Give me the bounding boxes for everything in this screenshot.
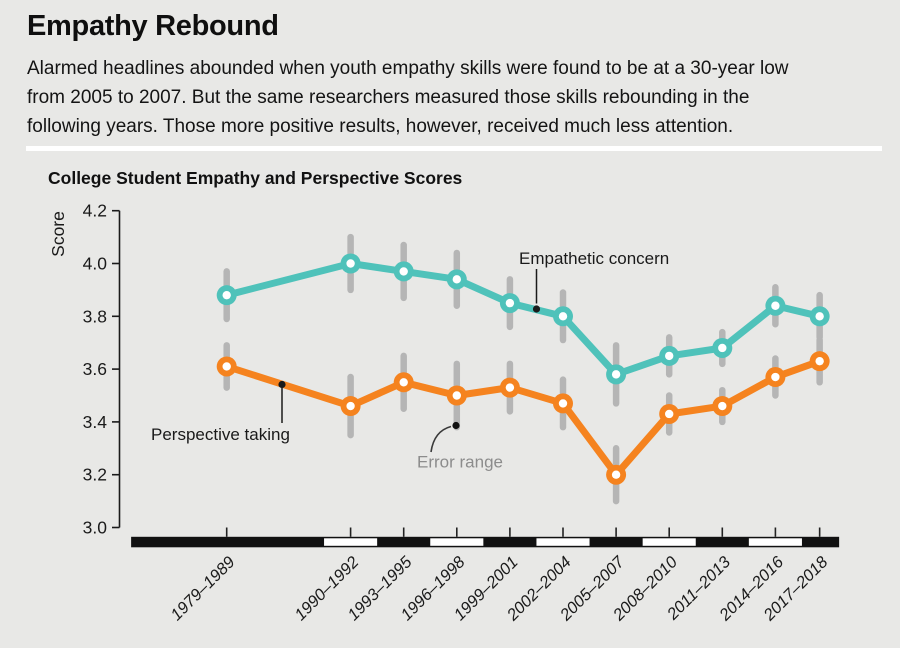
timeline-bar-white-segment (430, 538, 484, 546)
annotation-pointer-dot (452, 421, 460, 430)
chart-title: College Student Empathy and Perspective … (48, 168, 463, 188)
y-tick-label: 3.4 (83, 412, 108, 432)
timeline-bar-white-segment (324, 538, 378, 546)
perspective-taking-marker-hole (815, 356, 824, 366)
empathetic-concern-marker-hole (665, 351, 674, 361)
perspective-taking-marker-hole (611, 470, 621, 479)
error-bars (223, 233, 823, 505)
empathetic-concern-marker-hole (452, 275, 461, 284)
y-tick-label: 3.2 (83, 465, 107, 485)
annotation-pointer-dot (278, 380, 286, 389)
timeline-bar-white-segment (642, 538, 696, 546)
annotation-pointer-curve (430, 425, 452, 453)
empathetic-concern-marker-hole (558, 312, 568, 321)
perspective-taking-marker-hole (558, 399, 568, 408)
empathetic-concern-series (216, 253, 830, 385)
perspective-taking-marker-hole (346, 401, 355, 411)
y-axis-title: Score (48, 211, 68, 257)
y-tick-label: 3.6 (83, 359, 107, 379)
empathetic-concern-marker-hole (399, 267, 408, 276)
annotation-pointer-dot (532, 305, 541, 313)
y-axis: 4.2 4.0 3.8 3.6 3.4 3.2 3.0 Score (48, 201, 121, 538)
timeline-bar-white-segment (748, 538, 802, 546)
perspective-taking-marker-hole (505, 383, 515, 392)
header-divider (26, 146, 882, 151)
empathetic-concern-marker-hole (505, 298, 515, 308)
empathetic-concern-marker-hole (611, 370, 621, 379)
annotations: Empathetic concern Perspective taking Erro… (151, 249, 669, 472)
perspective-taking-marker-hole (771, 372, 780, 382)
perspective-taking-marker-hole (718, 401, 727, 411)
timeline-bar: 1979–1989 1990–19921993–19951996–19981999… (131, 527, 840, 625)
empathetic-concern-marker-hole (771, 301, 780, 310)
timeline-bar-base (131, 536, 840, 548)
annotation-error-range: Error range (417, 453, 503, 472)
empathetic-concern-marker-hole (815, 312, 824, 321)
perspective-taking-line (223, 357, 824, 479)
empathetic-concern-marker-hole (222, 290, 231, 300)
perspective-taking-marker-hole (222, 362, 231, 371)
perspective-taking-marker-hole (665, 409, 674, 419)
perspective-taking-series (216, 351, 830, 485)
empathetic-concern-marker-hole (718, 343, 727, 353)
timeline-bar-white-segment (536, 538, 590, 546)
empathetic-concern-line (223, 260, 824, 378)
y-tick-label: 4.2 (83, 201, 107, 221)
annotation-perspective-taking: Perspective taking (151, 425, 290, 444)
y-tick-label: 3.8 (83, 306, 107, 326)
annotation-empathetic-concern: Empathetic concern (519, 249, 669, 268)
y-tick-label: 3.0 (83, 518, 108, 538)
y-tick-label: 4.0 (83, 254, 108, 274)
empathetic-concern-marker-hole (346, 259, 355, 268)
page-title: Empathy Rebound (27, 10, 279, 42)
perspective-taking-marker-hole (399, 378, 408, 387)
page-subtitle: Alarmed headlines abounded when youth em… (27, 58, 789, 137)
perspective-taking-marker-hole (452, 391, 461, 400)
x-tick-label: 1979–1989 (167, 553, 238, 624)
